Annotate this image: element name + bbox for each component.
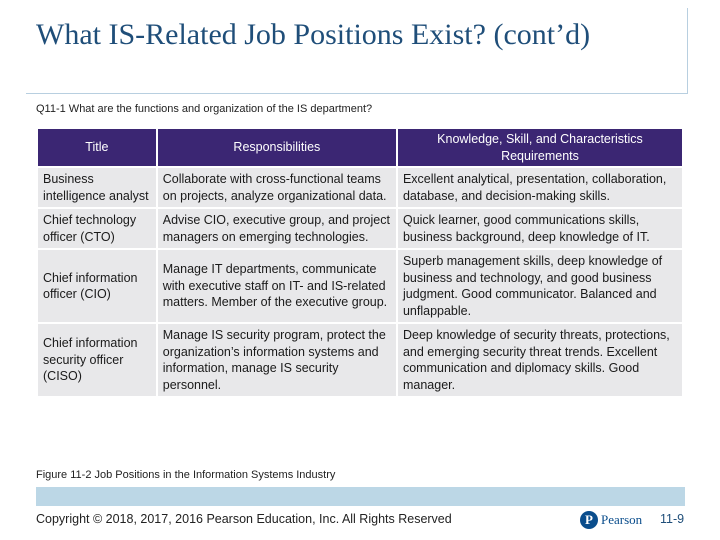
cell-responsibilities: Manage IS security program, protect the … — [157, 324, 396, 396]
cell-responsibilities: Collaborate with cross-functional teams … — [157, 168, 396, 207]
cell-title: Chief information security officer (CISO… — [38, 324, 156, 396]
slide-title: What IS-Related Job Positions Exist? (co… — [36, 18, 591, 51]
header-responsibilities: Responsibilities — [157, 129, 396, 166]
footer-band — [36, 487, 685, 506]
pearson-logo: P Pearson — [580, 511, 642, 529]
copyright-text: Copyright © 2018, 2017, 2016 Pearson Edu… — [36, 512, 452, 526]
slide-subtitle: Q11-1 What are the functions and organiz… — [36, 103, 373, 115]
cell-title: Business intelligence analyst — [38, 168, 156, 207]
figure-caption: Figure 11-2 Job Positions in the Informa… — [36, 469, 336, 481]
header-title: Title — [38, 129, 156, 166]
cell-responsibilities: Advise CIO, executive group, and project… — [157, 209, 396, 248]
cell-requirements: Excellent analytical, presentation, coll… — [397, 168, 682, 207]
page-number: 11-9 — [660, 512, 685, 526]
table-row: Chief information officer (CIO) Manage I… — [38, 250, 682, 322]
cell-title: Chief information officer (CIO) — [38, 250, 156, 322]
cell-requirements: Superb management skills, deep knowledge… — [397, 250, 682, 322]
cell-responsibilities: Manage IT departments, communicate with … — [157, 250, 396, 322]
header-requirements: Knowledge, Skill, and Characteristics Re… — [397, 129, 682, 166]
job-positions-table: Title Responsibilities Knowledge, Skill,… — [36, 127, 684, 398]
pearson-p-icon: P — [580, 511, 598, 529]
title-box: What IS-Related Job Positions Exist? (co… — [26, 8, 688, 94]
pearson-wordmark: Pearson — [601, 512, 643, 527]
cell-title: Chief technology officer (CTO) — [38, 209, 156, 248]
table-row: Chief technology officer (CTO) Advise CI… — [38, 209, 682, 248]
table-row: Business intelligence analyst Collaborat… — [38, 168, 682, 207]
cell-requirements: Quick learner, good communications skill… — [397, 209, 682, 248]
cell-requirements: Deep knowledge of security threats, prot… — [397, 324, 682, 396]
table-row: Chief information security officer (CISO… — [38, 324, 682, 396]
table-header-row: Title Responsibilities Knowledge, Skill,… — [38, 129, 682, 166]
